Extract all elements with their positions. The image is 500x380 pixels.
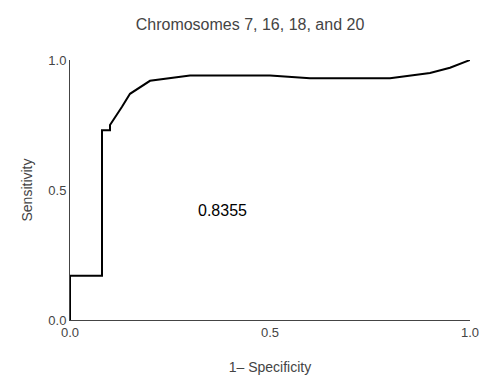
svg-text:1.0: 1.0 [48,53,66,68]
svg-text:Chromosomes 7, 16, 18, and 20: Chromosomes 7, 16, 18, and 20 [136,16,365,33]
svg-text:0.8355: 0.8355 [198,202,247,219]
svg-text:1– Specificity: 1– Specificity [229,359,311,375]
svg-text:0.0: 0.0 [48,313,66,328]
svg-text:0.5: 0.5 [48,183,66,198]
svg-text:Sensitivity: Sensitivity [19,158,35,221]
svg-text:0.0: 0.0 [61,325,79,340]
svg-text:1.0: 1.0 [461,325,479,340]
svg-text:0.5: 0.5 [261,325,279,340]
